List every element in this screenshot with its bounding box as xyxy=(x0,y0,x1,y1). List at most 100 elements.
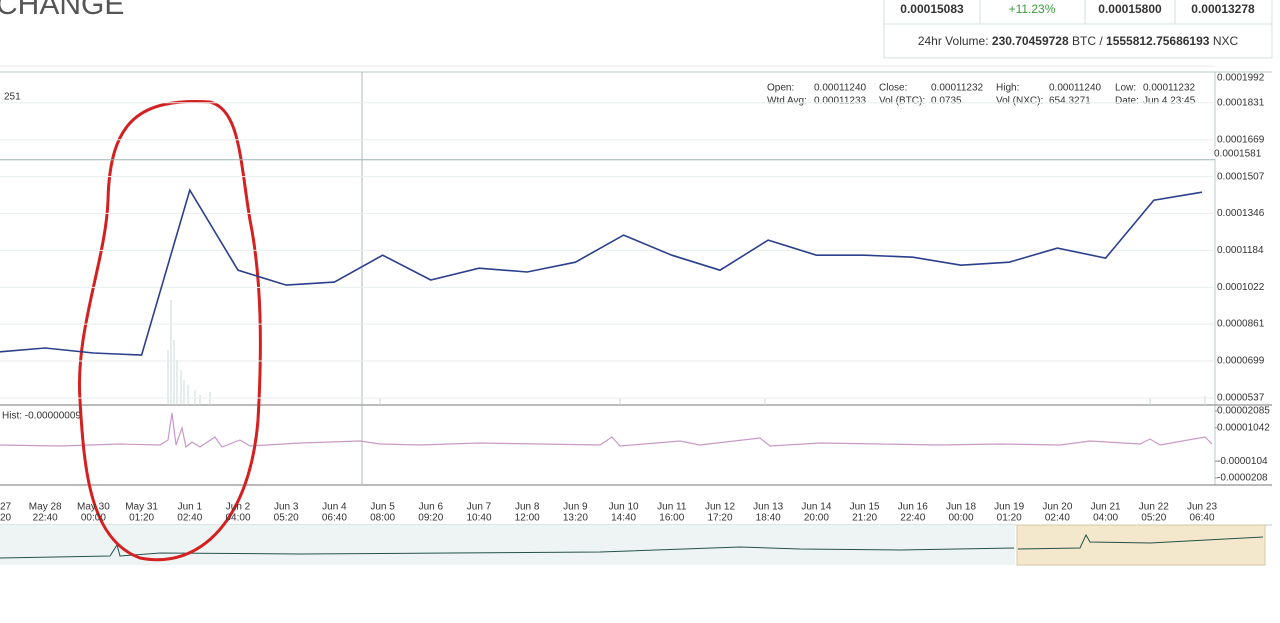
volume-nxc: 1555812.75686193 xyxy=(1106,34,1210,48)
volume-btc: 230.70459728 xyxy=(992,34,1069,48)
x-tick-label: Jun 20 xyxy=(1042,502,1072,513)
x-tick-label: 08:00 xyxy=(370,513,395,524)
navigator-selection xyxy=(1016,524,1266,566)
hist-tick-label: 0.00002085 xyxy=(1217,406,1270,417)
x-tick-label: Jun 16 xyxy=(898,502,928,513)
x-tick-label: 27 xyxy=(0,502,12,513)
hist-label: Hist: -0.00000009 xyxy=(2,411,81,422)
x-tick-label: Jun 8 xyxy=(515,502,540,513)
x-tick-label: 20:00 xyxy=(804,513,829,524)
info-label: Vol (BTC): xyxy=(879,96,925,107)
x-tick-label: 02:40 xyxy=(177,513,202,524)
info-value: 654.3271 xyxy=(1049,96,1091,107)
low-price: 0.00013278 xyxy=(1191,2,1255,16)
ticker-box xyxy=(883,0,1273,59)
x-tick-label: Jun 18 xyxy=(946,502,976,513)
hist-tick-label: 0.00001042 xyxy=(1217,422,1270,433)
y-tick-label: 0.0001669 xyxy=(1217,134,1265,145)
x-tick-label: Jun 11 xyxy=(657,502,687,513)
x-tick-label: 18:40 xyxy=(756,513,781,524)
exchange-title: CHANGE xyxy=(0,0,124,21)
y-tick-label: 0.0001992 xyxy=(1217,73,1265,84)
x-tick-label: Jun 9 xyxy=(563,502,588,513)
y-tick-label: 0.0000537 xyxy=(1217,393,1265,404)
x-tick-label: Jun 19 xyxy=(994,502,1024,513)
x-tick-label: 16:00 xyxy=(659,513,684,524)
info-label: Close: xyxy=(879,83,907,94)
x-tick-label: 17:20 xyxy=(707,513,732,524)
x-tick-label: Jun 4 xyxy=(322,502,347,513)
x-tick-label: Jun 15 xyxy=(850,502,880,513)
x-tick-label: Jun 22 xyxy=(1139,502,1169,513)
info-box: Open: 0.00011240 Close: 0.00011232 High:… xyxy=(767,83,1196,107)
x-tick-label: 14:40 xyxy=(611,513,636,524)
x-tick-label: 01:20 xyxy=(997,513,1022,524)
btc-unit: BTC xyxy=(1072,34,1096,48)
current-price-box xyxy=(1212,147,1272,159)
x-tick-label: 04:00 xyxy=(1093,513,1118,524)
info-label: High: xyxy=(996,83,1019,94)
x-tick-label: Jun 6 xyxy=(419,502,444,513)
y-tick-label: 0.0000861 xyxy=(1217,319,1265,330)
navigator-line xyxy=(0,533,1264,559)
x-tick-label: Jun 12 xyxy=(705,502,735,513)
x-tick-label: 06:40 xyxy=(1189,513,1214,524)
x-tick-label: 04:00 xyxy=(225,513,250,524)
y-tick-label: 0.0000699 xyxy=(1217,356,1265,367)
price-line xyxy=(0,188,1203,356)
x-tick-label: 21:20 xyxy=(852,513,877,524)
x-tick-label: 06:40 xyxy=(322,513,347,524)
x-tick-label: 02:40 xyxy=(1045,513,1070,524)
x-tick-label: Jun 23 xyxy=(1187,502,1217,513)
volume-line: 24hr Volume: 230.70459728 BTC / 1555812.… xyxy=(918,34,1239,48)
info-value: 0.00011232 xyxy=(1143,83,1196,94)
annotation-circle xyxy=(77,100,262,562)
x-tick-label: May 28 xyxy=(29,502,62,513)
x-tick-label: 01:20 xyxy=(129,513,154,524)
x-tick-label: 05:20 xyxy=(274,513,299,524)
info-label: Open: xyxy=(767,83,794,94)
x-tick-label: Jun 10 xyxy=(609,502,639,513)
info-value: Jun 4 23:45 xyxy=(1143,96,1196,107)
volume-label: 24hr Volume: xyxy=(918,34,989,48)
info-value: 0.00011240 xyxy=(814,83,867,94)
info-label: Wtd Avg: xyxy=(767,96,807,107)
x-tick-label: Jun 14 xyxy=(801,502,831,513)
y-tick-label: 0.0001184 xyxy=(1217,245,1264,256)
x-tick-label: Jun 2 xyxy=(226,502,251,513)
info-label: Vol (NXC): xyxy=(996,96,1043,107)
x-tick-label: Jun 1 xyxy=(178,502,203,513)
x-tick-label: Jun 13 xyxy=(753,502,783,513)
high-price: 0.00015800 xyxy=(1098,2,1162,16)
x-tick-label: Jun 7 xyxy=(467,502,492,513)
x-tick-label: Jun 5 xyxy=(370,502,395,513)
volume-bars xyxy=(167,300,1206,405)
x-tick-label: Jun 3 xyxy=(274,502,299,513)
x-tick-label: 22:40 xyxy=(900,513,925,524)
x-tick-label: 00:00 xyxy=(81,513,106,524)
legend-fragment: 251 xyxy=(4,92,21,103)
nxc-unit: NXC xyxy=(1213,34,1239,48)
current-price-label: 0.0001581 xyxy=(1214,148,1262,159)
sep: / xyxy=(1099,34,1103,48)
x-tick-label: 13:20 xyxy=(563,513,588,524)
hist-tick-label: -0.0000208 xyxy=(1217,473,1268,484)
x-tick-label: 00:00 xyxy=(948,513,973,524)
x-tick-label: 22:40 xyxy=(33,513,58,524)
x-tick-label: 10:40 xyxy=(466,513,491,524)
x-tick-label: May 31 xyxy=(125,502,158,513)
change: +11.23% xyxy=(1009,2,1056,16)
y-tick-label: 0.0001022 xyxy=(1217,282,1265,293)
hist-tick-label: -0.0000104 xyxy=(1217,456,1268,467)
y-tick-label: 0.0001831 xyxy=(1217,97,1265,108)
last-price: 0.00015083 xyxy=(900,2,964,16)
info-value: 0.00011232 xyxy=(931,83,984,94)
info-value: 0.0735 xyxy=(931,96,962,107)
info-label: Date: xyxy=(1115,96,1139,107)
x-tick-label: 12:00 xyxy=(515,513,540,524)
info-value: 0.00011233 xyxy=(814,96,867,107)
info-label: Low: xyxy=(1115,83,1136,94)
x-tick-label: 05:20 xyxy=(1141,513,1166,524)
